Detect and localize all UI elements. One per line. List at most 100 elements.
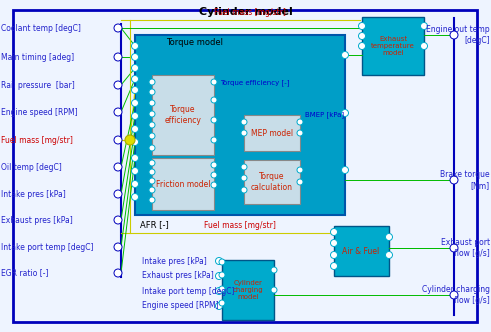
Circle shape: [241, 119, 247, 125]
Circle shape: [358, 33, 365, 40]
Circle shape: [330, 239, 337, 246]
Circle shape: [149, 187, 155, 193]
Circle shape: [211, 137, 217, 143]
Circle shape: [149, 89, 155, 95]
Circle shape: [114, 81, 122, 89]
Text: AFR [-]: AFR [-]: [140, 220, 169, 229]
Circle shape: [132, 113, 138, 120]
Circle shape: [241, 175, 247, 181]
Text: Engine out temp
[degC]: Engine out temp [degC]: [426, 25, 490, 45]
Text: Oil temp [degC]: Oil temp [degC]: [1, 162, 62, 172]
Circle shape: [211, 79, 217, 85]
Text: Intake pres [kPa]: Intake pres [kPa]: [142, 257, 207, 266]
Circle shape: [358, 42, 365, 49]
Circle shape: [149, 197, 155, 203]
Circle shape: [241, 130, 247, 136]
Circle shape: [149, 160, 155, 166]
Circle shape: [149, 79, 155, 85]
Circle shape: [297, 179, 303, 185]
Circle shape: [114, 269, 122, 277]
Text: Brake torque
[Nm]: Brake torque [Nm]: [440, 170, 490, 190]
Circle shape: [125, 135, 135, 145]
Text: Torque model: Torque model: [166, 38, 223, 47]
Text: Torque efficiency [-]: Torque efficiency [-]: [220, 80, 290, 86]
Text: Rail pressure  [bar]: Rail pressure [bar]: [1, 80, 75, 90]
Text: Exhaust pres [kPa]: Exhaust pres [kPa]: [142, 272, 214, 281]
Circle shape: [241, 164, 247, 170]
Text: BMEP [kPa]: BMEP [kPa]: [305, 112, 344, 119]
Bar: [135, 35, 345, 215]
Circle shape: [219, 259, 225, 265]
Circle shape: [114, 24, 122, 32]
Circle shape: [149, 145, 155, 151]
Text: Cylinder
charging
model: Cylinder charging model: [233, 280, 263, 300]
Text: Fuel mass [mg/str]: Fuel mass [mg/str]: [204, 221, 276, 230]
Text: MEP model: MEP model: [251, 128, 293, 137]
Text: Fuel mass [mg/str]: Fuel mass [mg/str]: [1, 135, 73, 144]
Circle shape: [330, 252, 337, 259]
Circle shape: [342, 167, 349, 174]
Bar: [222, 260, 274, 320]
Text: Fuel mass [mg/str]: Fuel mass [mg/str]: [214, 8, 286, 17]
Circle shape: [149, 169, 155, 175]
Circle shape: [132, 75, 138, 82]
Circle shape: [450, 244, 458, 252]
Circle shape: [330, 228, 337, 235]
Text: Friction model: Friction model: [156, 180, 210, 189]
Text: Torque
efficiency: Torque efficiency: [164, 105, 201, 125]
Circle shape: [219, 272, 225, 278]
Text: Engine speed [RPM]: Engine speed [RPM]: [1, 108, 78, 117]
Circle shape: [297, 130, 303, 136]
Circle shape: [211, 117, 217, 123]
Circle shape: [450, 31, 458, 39]
Circle shape: [114, 136, 122, 144]
Bar: [152, 75, 214, 155]
Circle shape: [132, 194, 138, 201]
Circle shape: [216, 273, 222, 280]
Circle shape: [420, 23, 428, 30]
Bar: [362, 17, 424, 75]
Circle shape: [297, 119, 303, 125]
Circle shape: [132, 42, 138, 49]
Text: Exhaust port
flow [g/s]: Exhaust port flow [g/s]: [441, 238, 490, 258]
Circle shape: [216, 302, 222, 309]
Text: Exhaust
temperature
model: Exhaust temperature model: [371, 36, 415, 56]
Circle shape: [211, 182, 217, 188]
Circle shape: [219, 286, 225, 292]
Circle shape: [114, 53, 122, 61]
Circle shape: [114, 190, 122, 198]
Circle shape: [132, 125, 138, 132]
Circle shape: [342, 110, 349, 117]
Circle shape: [358, 23, 365, 30]
Text: Coolant temp [degC]: Coolant temp [degC]: [1, 24, 81, 33]
Circle shape: [330, 263, 337, 270]
Circle shape: [216, 288, 222, 294]
Bar: [244, 160, 300, 204]
Text: Intake port temp [degC]: Intake port temp [degC]: [142, 287, 235, 295]
Circle shape: [241, 187, 247, 193]
Bar: [152, 158, 214, 210]
Text: Cylinder model: Cylinder model: [199, 7, 292, 17]
Circle shape: [297, 167, 303, 173]
Bar: [244, 115, 300, 151]
Circle shape: [342, 51, 349, 58]
Circle shape: [420, 42, 428, 49]
Text: Exhaust pres [kPa]: Exhaust pres [kPa]: [1, 215, 73, 224]
Circle shape: [149, 178, 155, 184]
Circle shape: [132, 168, 138, 175]
Text: Torque
calculation: Torque calculation: [251, 172, 293, 192]
Circle shape: [132, 87, 138, 94]
Text: Main timing [adeg]: Main timing [adeg]: [1, 52, 74, 61]
Circle shape: [132, 64, 138, 71]
Circle shape: [271, 287, 277, 293]
Bar: [334, 226, 389, 276]
Circle shape: [149, 111, 155, 117]
Text: Cylinder charging
flow [g/s]: Cylinder charging flow [g/s]: [422, 285, 490, 305]
Text: Air & Fuel: Air & Fuel: [342, 246, 380, 256]
Text: Engine speed [RPM]: Engine speed [RPM]: [142, 301, 218, 310]
Circle shape: [114, 163, 122, 171]
Circle shape: [219, 300, 225, 306]
Circle shape: [132, 53, 138, 60]
Circle shape: [132, 181, 138, 188]
Circle shape: [211, 172, 217, 178]
